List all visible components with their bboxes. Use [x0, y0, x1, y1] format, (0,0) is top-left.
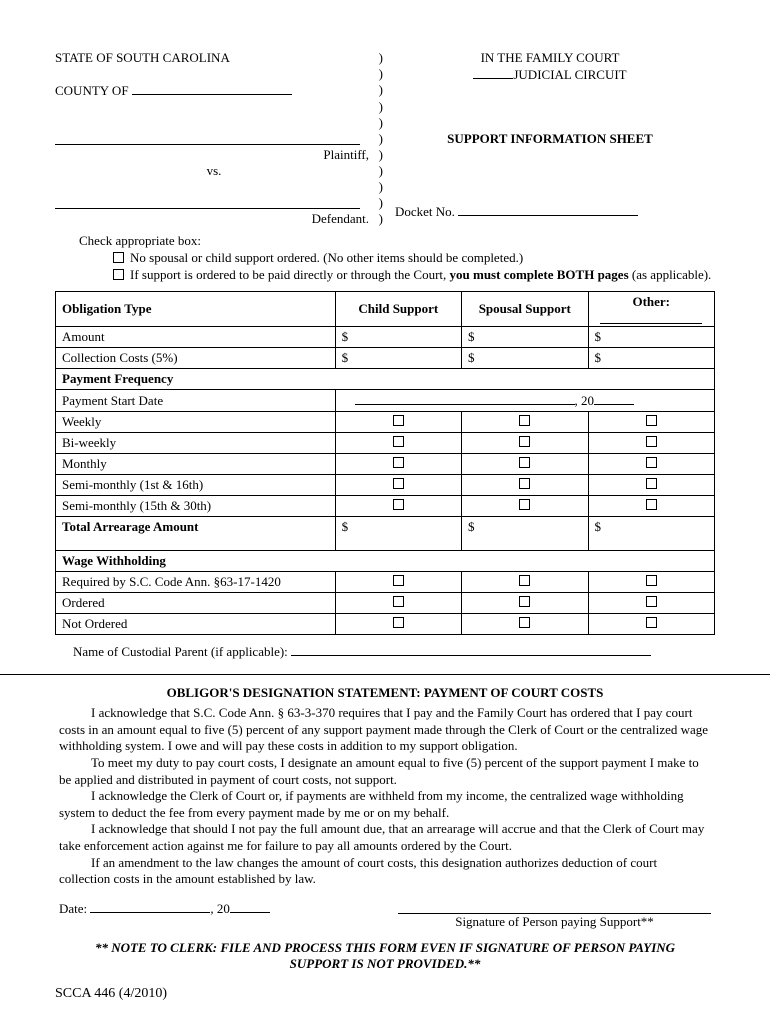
county-field[interactable]: [132, 82, 292, 95]
defendant-label: Defendant.: [312, 211, 369, 226]
row-wage-withholding: Wage Withholding: [56, 551, 715, 572]
document-title: SUPPORT INFORMATION SHEET: [385, 131, 715, 147]
amount-spousal[interactable]: $: [462, 327, 588, 348]
circuit-line: JUDICIAL CIRCUIT: [513, 67, 626, 82]
row-weekly-label: Weekly: [56, 412, 336, 433]
amount-child[interactable]: $: [335, 327, 461, 348]
collection-child[interactable]: $: [335, 348, 461, 369]
vs-label: vs.: [207, 163, 222, 178]
ordered-child-checkbox[interactable]: [393, 596, 404, 607]
plaintiff-label: Plaintiff,: [323, 147, 369, 162]
row-ordered-label: Ordered: [56, 593, 336, 614]
semi2-spousal-checkbox[interactable]: [519, 499, 530, 510]
not-ordered-other-checkbox[interactable]: [646, 617, 657, 628]
not-ordered-spousal-checkbox[interactable]: [519, 617, 530, 628]
semi1-spousal-checkbox[interactable]: [519, 478, 530, 489]
arrearage-spousal[interactable]: $: [462, 517, 588, 551]
col-other: Other:: [588, 292, 715, 327]
statement-title: OBLIGOR'S DESIGNATION STATEMENT: PAYMENT…: [55, 685, 715, 701]
row-total-arrearage: Total Arrearage Amount: [56, 517, 336, 551]
biweekly-child-checkbox[interactable]: [393, 436, 404, 447]
pay-start-field[interactable]: , 20: [335, 390, 714, 412]
date-label: Date:: [59, 901, 90, 916]
row-not-ordered-label: Not Ordered: [56, 614, 336, 635]
semi1-other-checkbox[interactable]: [646, 478, 657, 489]
not-ordered-child-checkbox[interactable]: [393, 617, 404, 628]
ordered-spousal-checkbox[interactable]: [519, 596, 530, 607]
custodial-parent-field[interactable]: [291, 643, 651, 656]
check-intro: Check appropriate box:: [79, 233, 715, 249]
amount-other[interactable]: $: [588, 327, 715, 348]
required-spousal-checkbox[interactable]: [519, 575, 530, 586]
semi1-child-checkbox[interactable]: [393, 478, 404, 489]
weekly-child-checkbox[interactable]: [393, 415, 404, 426]
row-semi1-label: Semi-monthly (1st & 16th): [56, 475, 336, 496]
col-obligation: Obligation Type: [56, 292, 336, 327]
case-caption: STATE OF SOUTH CAROLINA) ) COUNTY OF ) )…: [55, 50, 715, 227]
collection-other[interactable]: $: [588, 348, 715, 369]
row-payment-frequency: Payment Frequency: [56, 369, 715, 390]
row-required-label: Required by S.C. Code Ann. §63-17-1420: [56, 572, 336, 593]
row-collection-label: Collection Costs (5%): [56, 348, 336, 369]
col-child: Child Support: [335, 292, 461, 327]
col-spousal: Spousal Support: [462, 292, 588, 327]
arrearage-other[interactable]: $: [588, 517, 715, 551]
biweekly-spousal-checkbox[interactable]: [519, 436, 530, 447]
semi2-other-checkbox[interactable]: [646, 499, 657, 510]
state-line: STATE OF SOUTH CAROLINA: [55, 50, 230, 65]
support-table: Obligation Type Child Support Spousal Su…: [55, 291, 715, 635]
docket-field[interactable]: [458, 203, 638, 216]
court-line: IN THE FAMILY COURT: [385, 50, 715, 66]
defendant-name-field[interactable]: [55, 195, 360, 209]
collection-spousal[interactable]: $: [462, 348, 588, 369]
obligor-statement: OBLIGOR'S DESIGNATION STATEMENT: PAYMENT…: [55, 685, 715, 888]
check-appropriate-section: Check appropriate box: No spousal or chi…: [79, 233, 715, 283]
docket-label: Docket No.: [395, 204, 458, 219]
row-semi2-label: Semi-monthly (15th & 30th): [56, 496, 336, 517]
weekly-spousal-checkbox[interactable]: [519, 415, 530, 426]
signature-line[interactable]: [398, 900, 711, 914]
required-child-checkbox[interactable]: [393, 575, 404, 586]
checkbox-support-ordered[interactable]: [113, 269, 124, 280]
checkbox-no-support[interactable]: [113, 252, 124, 263]
statement-p4: I acknowledge that should I not pay the …: [59, 821, 711, 854]
row-monthly-label: Monthly: [56, 454, 336, 475]
arrearage-child[interactable]: $: [335, 517, 461, 551]
ordered-other-checkbox[interactable]: [646, 596, 657, 607]
statement-p3: I acknowledge the Clerk of Court or, if …: [59, 788, 711, 821]
date-year-field[interactable]: [230, 900, 270, 913]
custodial-label: Name of Custodial Parent (if applicable)…: [73, 644, 291, 659]
section-divider: [0, 674, 770, 675]
monthly-other-checkbox[interactable]: [646, 457, 657, 468]
required-other-checkbox[interactable]: [646, 575, 657, 586]
semi2-child-checkbox[interactable]: [393, 499, 404, 510]
monthly-spousal-checkbox[interactable]: [519, 457, 530, 468]
statement-p2: To meet my duty to pay court costs, I de…: [59, 755, 711, 788]
statement-p1: I acknowledge that S.C. Code Ann. § 63-3…: [59, 705, 711, 755]
row-pay-start-label: Payment Start Date: [56, 390, 336, 412]
note-to-clerk: ** NOTE TO CLERK: FILE AND PROCESS THIS …: [75, 940, 695, 972]
date-field[interactable]: [90, 900, 210, 913]
circuit-number-field[interactable]: [473, 66, 513, 79]
date-field-row: Date: , 20: [59, 900, 270, 930]
check-opt2: If support is ordered to be paid directl…: [130, 267, 711, 283]
form-id: SCCA 446 (4/2010): [55, 986, 715, 1002]
signature-label: Signature of Person paying Support**: [398, 914, 711, 930]
biweekly-other-checkbox[interactable]: [646, 436, 657, 447]
statement-p5: If an amendment to the law changes the a…: [59, 855, 711, 888]
row-amount-label: Amount: [56, 327, 336, 348]
custodial-parent-row: Name of Custodial Parent (if applicable)…: [73, 643, 715, 660]
other-type-field[interactable]: [600, 312, 702, 324]
check-opt1: No spousal or child support ordered. (No…: [130, 250, 523, 266]
plaintiff-name-field[interactable]: [55, 131, 360, 145]
row-biweekly-label: Bi-weekly: [56, 433, 336, 454]
monthly-child-checkbox[interactable]: [393, 457, 404, 468]
county-prefix: COUNTY OF: [55, 83, 132, 98]
weekly-other-checkbox[interactable]: [646, 415, 657, 426]
